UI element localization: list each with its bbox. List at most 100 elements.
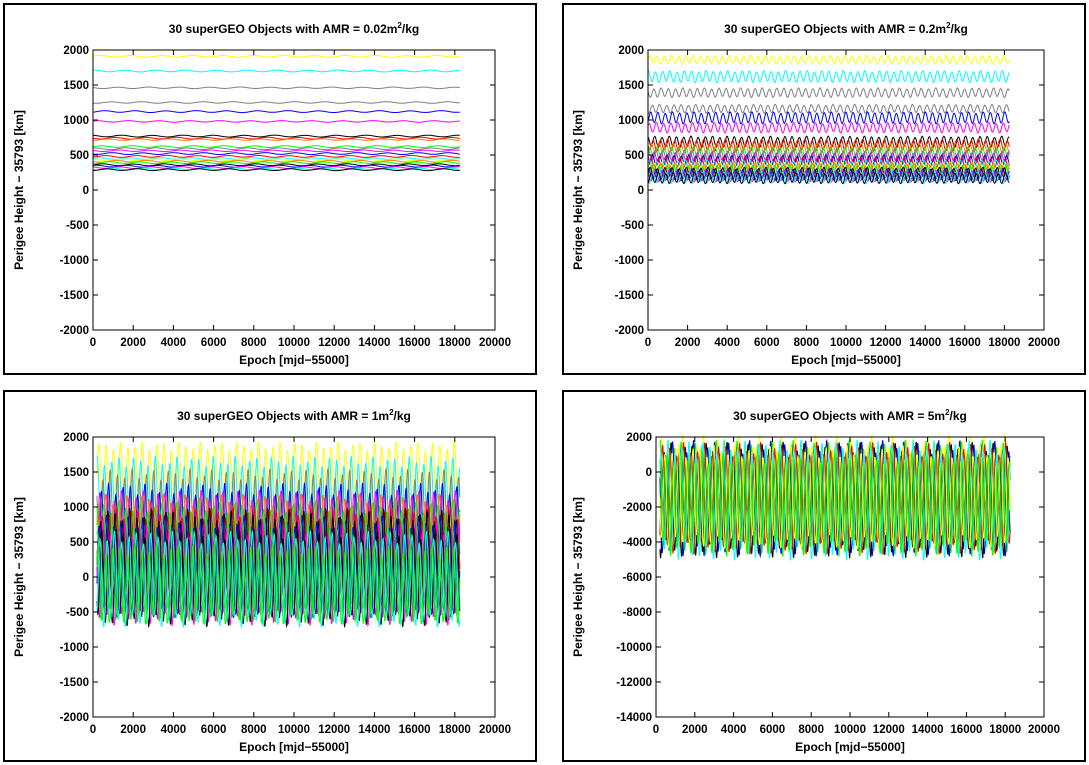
chart-title-sup: 2 [389, 408, 394, 417]
chart-title: 30 superGEO Objects with AMR = 5m2/kg [733, 408, 967, 423]
series-line-14 [92, 157, 460, 160]
x-tick-label: 14000 [909, 337, 941, 349]
series-line-4 [93, 110, 460, 114]
y-tick-label: 2000 [63, 45, 89, 57]
series-line-0 [647, 54, 1010, 65]
chart-title-tail: /kg [402, 22, 419, 36]
series-group [92, 54, 460, 172]
x-tick-label: 12000 [873, 724, 905, 736]
y-tick-label: 1500 [618, 80, 644, 92]
series-group [647, 54, 1010, 185]
y-axis-label: Perigee Height − 35793 [km] [571, 110, 585, 270]
series-line-3 [93, 101, 460, 104]
series-line-5 [93, 120, 460, 123]
x-tick-label: 8000 [794, 337, 820, 349]
chart-title: 30 superGEO Objects with AMR = 1m2/kg [177, 408, 411, 423]
chart-svg: 30 superGEO Objects with AMR = 0.2m2/kg 0… [571, 21, 1060, 367]
series-line-2 [92, 86, 460, 90]
x-axis-label: Epoch [mjd−55000] [239, 353, 349, 367]
x-tick-label: 0 [90, 724, 96, 736]
y-tick-label: -2000 [60, 712, 89, 724]
y-tick-label: -6000 [623, 572, 652, 584]
chart-svg: 30 superGEO Objects with AMR = 1m2/kg0 20… [12, 408, 511, 754]
y-tick-label: 1000 [63, 115, 89, 127]
series-line-5 [647, 121, 1010, 134]
x-tick-label: 6000 [754, 337, 780, 349]
y-tick-label: 1500 [63, 467, 89, 479]
y-tick-label: 2000 [63, 432, 89, 444]
chart-title-main: 30 superGEO Objects with AMR = 0.02m [169, 22, 398, 36]
y-tick-label: 0 [83, 185, 89, 197]
series-line-4 [647, 111, 1010, 125]
x-tick-label: 2000 [120, 337, 146, 349]
y-tick-label: 0 [83, 572, 89, 584]
y-tick-label: -2000 [60, 325, 89, 337]
series-line-20 [92, 166, 460, 170]
series-line-8 [93, 138, 460, 141]
chart-title-sup: 2 [945, 408, 950, 417]
series-line-12 [93, 152, 460, 156]
series-line-19 [647, 167, 1010, 182]
series-line-19 [92, 164, 460, 168]
series-line-22 [647, 171, 1010, 185]
chart-title: 30 superGEO Objects with AMR = 0.2m2/kg [724, 21, 968, 36]
series-line-16 [93, 159, 460, 163]
y-tick-label: 2000 [618, 45, 644, 57]
x-tick-label: 20000 [1028, 337, 1060, 349]
y-tick-label: -14000 [616, 712, 652, 724]
x-tick-label: 20000 [479, 337, 511, 349]
x-tick-label: 10000 [278, 724, 310, 736]
series-line-2 [647, 87, 1010, 99]
x-tick-label: 2000 [120, 724, 146, 736]
y-tick-label: -2000 [623, 502, 652, 514]
y-tick-label: -1500 [60, 677, 89, 689]
series-line-1 [647, 70, 1010, 84]
chart-panel-amr-1: 30 superGEO Objects with AMR = 1m2/kg 0 20… [3, 390, 537, 762]
x-tick-label: 18000 [989, 724, 1021, 736]
x-tick-label: 10000 [834, 724, 866, 736]
series-line-1 [92, 69, 460, 73]
series-line-7 [647, 138, 1010, 152]
series-line-9 [92, 145, 460, 149]
y-tick-label: -10000 [616, 642, 652, 654]
series-line-3 [647, 103, 1010, 114]
x-tick-label: 10000 [830, 337, 862, 349]
y-tick-label: -1000 [60, 255, 89, 267]
x-tick-label: 6000 [760, 724, 786, 736]
y-tick-label: 0 [638, 185, 644, 197]
y-tick-label: -500 [66, 607, 89, 619]
series-line-7 [659, 444, 1011, 549]
series-line-17 [93, 161, 460, 165]
x-axis-label: Epoch [mjd−55000] [791, 353, 901, 367]
series-line-3 [659, 441, 1011, 559]
y-tick-label: 2000 [626, 432, 652, 444]
x-tick-label: 8000 [241, 724, 267, 736]
series-group [96, 441, 461, 629]
series-line-21 [92, 167, 460, 171]
y-tick-label: -12000 [616, 677, 652, 689]
series-line-7 [92, 136, 460, 140]
y-tick-label: -1500 [615, 290, 644, 302]
y-tick-label: -1000 [615, 255, 644, 267]
chart-title-sup: 2 [946, 21, 951, 30]
x-tick-label: 2000 [675, 337, 701, 349]
y-axis-label: Perigee Height − 35793 [km] [12, 497, 26, 657]
y-tick-label: 500 [625, 150, 644, 162]
x-tick-label: 0 [653, 724, 659, 736]
x-tick-label: 2000 [682, 724, 708, 736]
series-line-0 [92, 54, 460, 58]
series-group [659, 434, 1011, 561]
chart-title-main: 30 superGEO Objects with AMR = 0.2m [724, 22, 946, 36]
series-line-13 [93, 154, 460, 158]
x-tick-label: 4000 [161, 724, 187, 736]
x-tick-label: 18000 [439, 724, 471, 736]
series-line-10 [93, 147, 460, 151]
x-axis-label: Epoch [mjd−55000] [795, 740, 905, 754]
x-tick-label: 8000 [798, 724, 824, 736]
x-tick-label: 14000 [358, 724, 390, 736]
x-tick-label: 4000 [714, 337, 740, 349]
chart-title-tail: /kg [951, 22, 968, 36]
x-tick-label: 12000 [318, 724, 350, 736]
y-tick-label: 1500 [63, 80, 89, 92]
x-tick-label: 16000 [950, 724, 982, 736]
